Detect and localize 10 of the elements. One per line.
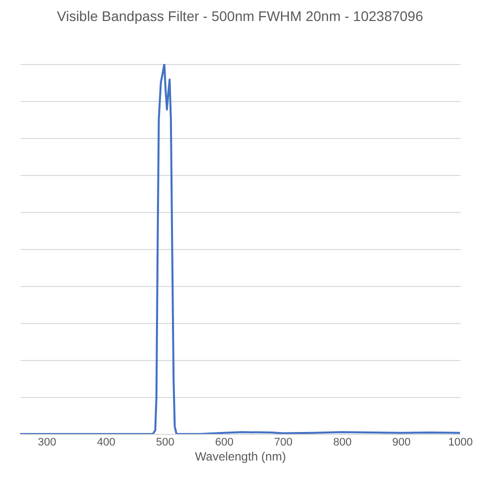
x-tick-label: 500 — [156, 436, 174, 448]
x-tick-label: 600 — [215, 436, 234, 448]
chart-title: Visible Bandpass Filter - 500nm FWHM 20nm - 102387096 — [56, 8, 424, 24]
x-tick-label: 900 — [392, 436, 411, 448]
x-tick-label: 400 — [96, 436, 116, 448]
x-tick-label: 700 — [274, 436, 292, 448]
x-tick-label: 300 — [38, 436, 56, 448]
x-tick-label: 1000 — [448, 436, 473, 448]
x-axis-title: Wavelength (nm) — [195, 450, 286, 464]
x-tick-label: 800 — [333, 436, 352, 448]
